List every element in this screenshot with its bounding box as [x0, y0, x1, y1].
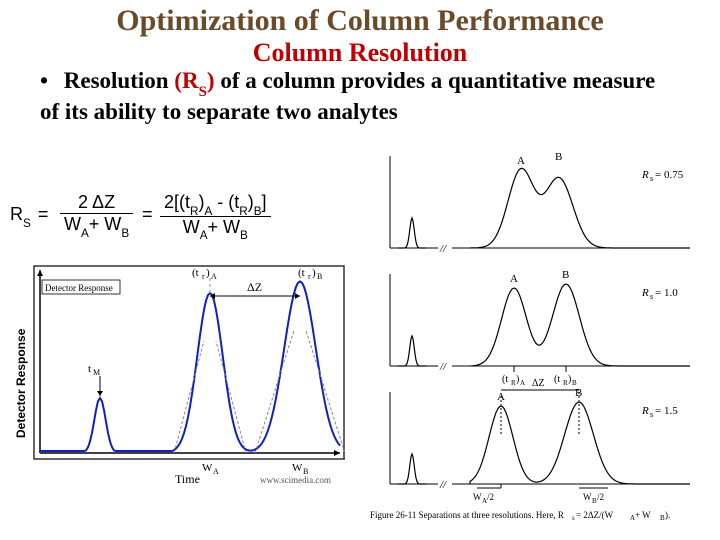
svg-text:): ): [312, 267, 316, 279]
f2-A: A: [200, 229, 208, 242]
f2-WA: W: [183, 217, 200, 237]
rs-open: (R: [174, 68, 198, 93]
svg-text:r: r: [308, 272, 311, 281]
svg-text:W: W: [473, 492, 482, 502]
svg-text:W: W: [292, 462, 303, 474]
svg-text:ΔZ: ΔZ: [247, 280, 262, 294]
eq1: =: [38, 204, 49, 224]
f1-Z: Z: [104, 192, 115, 212]
panels-svg: //ABRs = 0.75//ABRs = 1.0(tR)A(tR)B//ABR…: [362, 140, 714, 535]
bullet-dot: •: [40, 68, 58, 94]
resolution-panels: //ABRs = 0.75//ABRs = 1.0(tR)A(tR)B//ABR…: [362, 140, 714, 535]
f2-den: WA+ WB: [160, 217, 271, 241]
svg-text://: //: [439, 479, 447, 491]
lhs-R: R: [10, 204, 23, 224]
svg-text:Detector Response: Detector Response: [45, 283, 113, 293]
f1-num: 2 ΔZ: [60, 192, 133, 214]
svg-text:B: B: [562, 269, 569, 281]
rs-symbol: (RS): [174, 68, 214, 93]
svg-text:= 0.75: = 0.75: [655, 169, 684, 181]
svg-text:): ): [206, 267, 210, 279]
f1-A: A: [81, 227, 89, 240]
f2-plus: + W: [208, 217, 241, 237]
svg-text:A: A: [517, 155, 525, 167]
svg-text:): ): [516, 374, 519, 385]
resolution-formula: RS = 2 ΔZ WA+ WB = 2[(tR)A - (tR)B] WA+ …: [10, 190, 360, 250]
svg-text:(t: (t: [298, 267, 305, 279]
svg-text:): ): [568, 374, 571, 385]
svg-text:= 1.5: = 1.5: [655, 405, 678, 417]
svg-text:Time: Time: [175, 472, 200, 486]
svg-text:A: A: [213, 467, 219, 476]
svg-text:A: A: [510, 273, 518, 285]
f1-2: 2: [78, 192, 92, 212]
bullet-prefix: Resolution: [64, 68, 175, 93]
svg-text:t: t: [88, 363, 91, 375]
svg-text://: //: [439, 361, 447, 373]
fraction-2: 2[(tR)A - (tR)B] WA+ WB: [160, 192, 271, 240]
f1-den: WA+ WB: [60, 214, 133, 238]
svg-text:B: B: [555, 151, 562, 163]
svg-text:www.scimedia.com: www.scimedia.com: [260, 475, 331, 485]
svg-text:r: r: [202, 272, 205, 281]
formula-lhs: RS =: [10, 204, 50, 228]
f1-delta: Δ: [92, 192, 104, 212]
svg-text:s: s: [650, 292, 653, 301]
svg-text:Figure 26-11 Separations at t: Figure 26-11 Separations at three resolu…: [370, 510, 564, 520]
svg-text:A: A: [520, 379, 525, 387]
chromatogram-svg: ΔZ(tr)A(tr)BDetector ResponsetMWAWBTimew…: [8, 258, 356, 488]
f1-B: B: [121, 227, 129, 240]
svg-text:W: W: [202, 462, 213, 474]
f2b: B: [254, 205, 262, 218]
page-title: Optimization of Column Performance: [0, 0, 720, 38]
svg-text:ΔZ: ΔZ: [532, 378, 545, 389]
svg-text:R: R: [641, 287, 649, 299]
page-subtitle: Column Resolution: [0, 38, 720, 68]
svg-text:B: B: [317, 272, 322, 281]
rs-sub: S: [199, 84, 207, 100]
f2r1: R: [190, 205, 198, 218]
svg-text:A: A: [211, 272, 217, 281]
svg-text:(t: (t: [502, 374, 508, 385]
svg-text:B: B: [572, 379, 577, 387]
lhs-sub: S: [23, 217, 31, 230]
svg-text:R: R: [641, 405, 649, 417]
f1-plus: + W: [89, 214, 122, 234]
svg-text:s: s: [572, 514, 575, 522]
f2close: ]: [262, 192, 267, 212]
svg-text:+ W: + W: [635, 510, 651, 520]
svg-text:W: W: [583, 492, 592, 502]
svg-text:(t: (t: [554, 374, 560, 385]
svg-text:M: M: [93, 368, 100, 377]
eq2: =: [142, 204, 153, 225]
f2-num: 2[(tR)A - (tR)B]: [160, 192, 271, 217]
svg-text:(t: (t: [192, 267, 199, 279]
chromatogram-diagram: Detector Response ΔZ(tr)A(tr)BDetector R…: [8, 258, 356, 488]
svg-text:R: R: [641, 169, 649, 181]
svg-text:/2: /2: [487, 492, 494, 502]
y-axis-label: Detector Response: [14, 329, 28, 438]
svg-text:= 2ΔZ/(W: = 2ΔZ/(W: [576, 510, 614, 520]
svg-text://: //: [439, 243, 447, 255]
f2a: A: [204, 205, 212, 218]
svg-text:s: s: [650, 174, 653, 183]
f2p1: 2[(t: [164, 192, 190, 212]
f1-WA: W: [64, 214, 81, 234]
svg-text:/2: /2: [597, 492, 604, 502]
f2m: - (t: [212, 192, 239, 212]
svg-text:= 1.0: = 1.0: [655, 287, 678, 299]
svg-text:).: ).: [665, 510, 670, 520]
rs-close: ): [207, 68, 215, 93]
fraction-1: 2 ΔZ WA+ WB: [60, 192, 133, 238]
bullet-line: • Resolution (RS) of a column provides a…: [0, 68, 720, 125]
f2-B: B: [240, 229, 248, 242]
subtitle-text: Column Resolution: [253, 38, 468, 67]
f2r2: R: [239, 205, 247, 218]
f2c2: ): [248, 192, 254, 212]
title-text: Optimization of Column Performance: [116, 4, 603, 37]
svg-text:s: s: [650, 410, 653, 419]
